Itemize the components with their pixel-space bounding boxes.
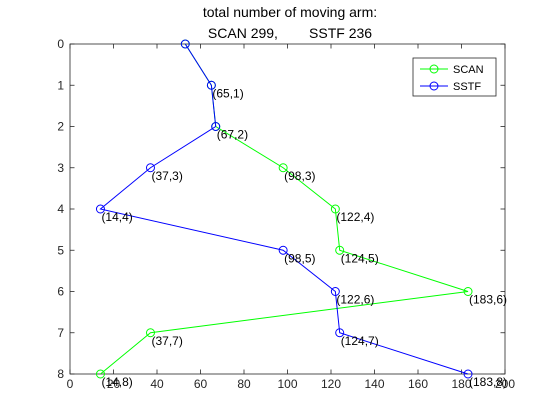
point-label: (37,7) <box>151 334 182 348</box>
point-label: (183,6) <box>469 293 507 307</box>
chart-title-line-1: total number of moving arm: <box>203 4 377 20</box>
y-tick-label: 5 <box>57 243 64 257</box>
point-label: (122,6) <box>336 293 374 307</box>
point-label: (124,5) <box>341 251 379 265</box>
x-tick-label: 120 <box>321 377 341 391</box>
x-tick-label: 0 <box>67 377 74 391</box>
point-label: (67,2) <box>217 128 248 142</box>
x-tick-label: 140 <box>364 377 384 391</box>
point-label: (37,3) <box>151 169 182 183</box>
y-tick-label: 8 <box>57 367 64 381</box>
point-label: (122,4) <box>336 210 374 224</box>
legend-label-scan: SCAN <box>453 64 484 76</box>
x-tick-label: 40 <box>150 377 164 391</box>
x-tick-label: 80 <box>237 377 251 391</box>
y-tick-label: 1 <box>57 78 64 92</box>
legend: SCAN SSTF <box>413 58 496 96</box>
legend-label-sstf: SSTF <box>453 81 481 93</box>
point-label: (14,8) <box>101 375 132 389</box>
chart-title-line-2: SCAN 299, SSTF 236 <box>208 25 372 41</box>
y-tick-label: 2 <box>57 120 64 134</box>
y-tick-label: 4 <box>57 202 64 216</box>
x-tick-label: 60 <box>194 377 208 391</box>
y-tick-label: 7 <box>57 326 64 340</box>
point-label: (98,3) <box>284 169 315 183</box>
point-label: (14,4) <box>101 210 132 224</box>
y-tick-label: 3 <box>57 161 64 175</box>
point-label: (183,8) <box>469 375 507 389</box>
x-tick-label: 160 <box>408 377 428 391</box>
x-tick-label: 100 <box>277 377 297 391</box>
point-label: (65,1) <box>212 86 243 100</box>
point-label: (98,5) <box>284 251 315 265</box>
point-label: (124,7) <box>341 334 379 348</box>
y-tick-label: 6 <box>57 285 64 299</box>
y-tick-label: 0 <box>57 37 64 51</box>
